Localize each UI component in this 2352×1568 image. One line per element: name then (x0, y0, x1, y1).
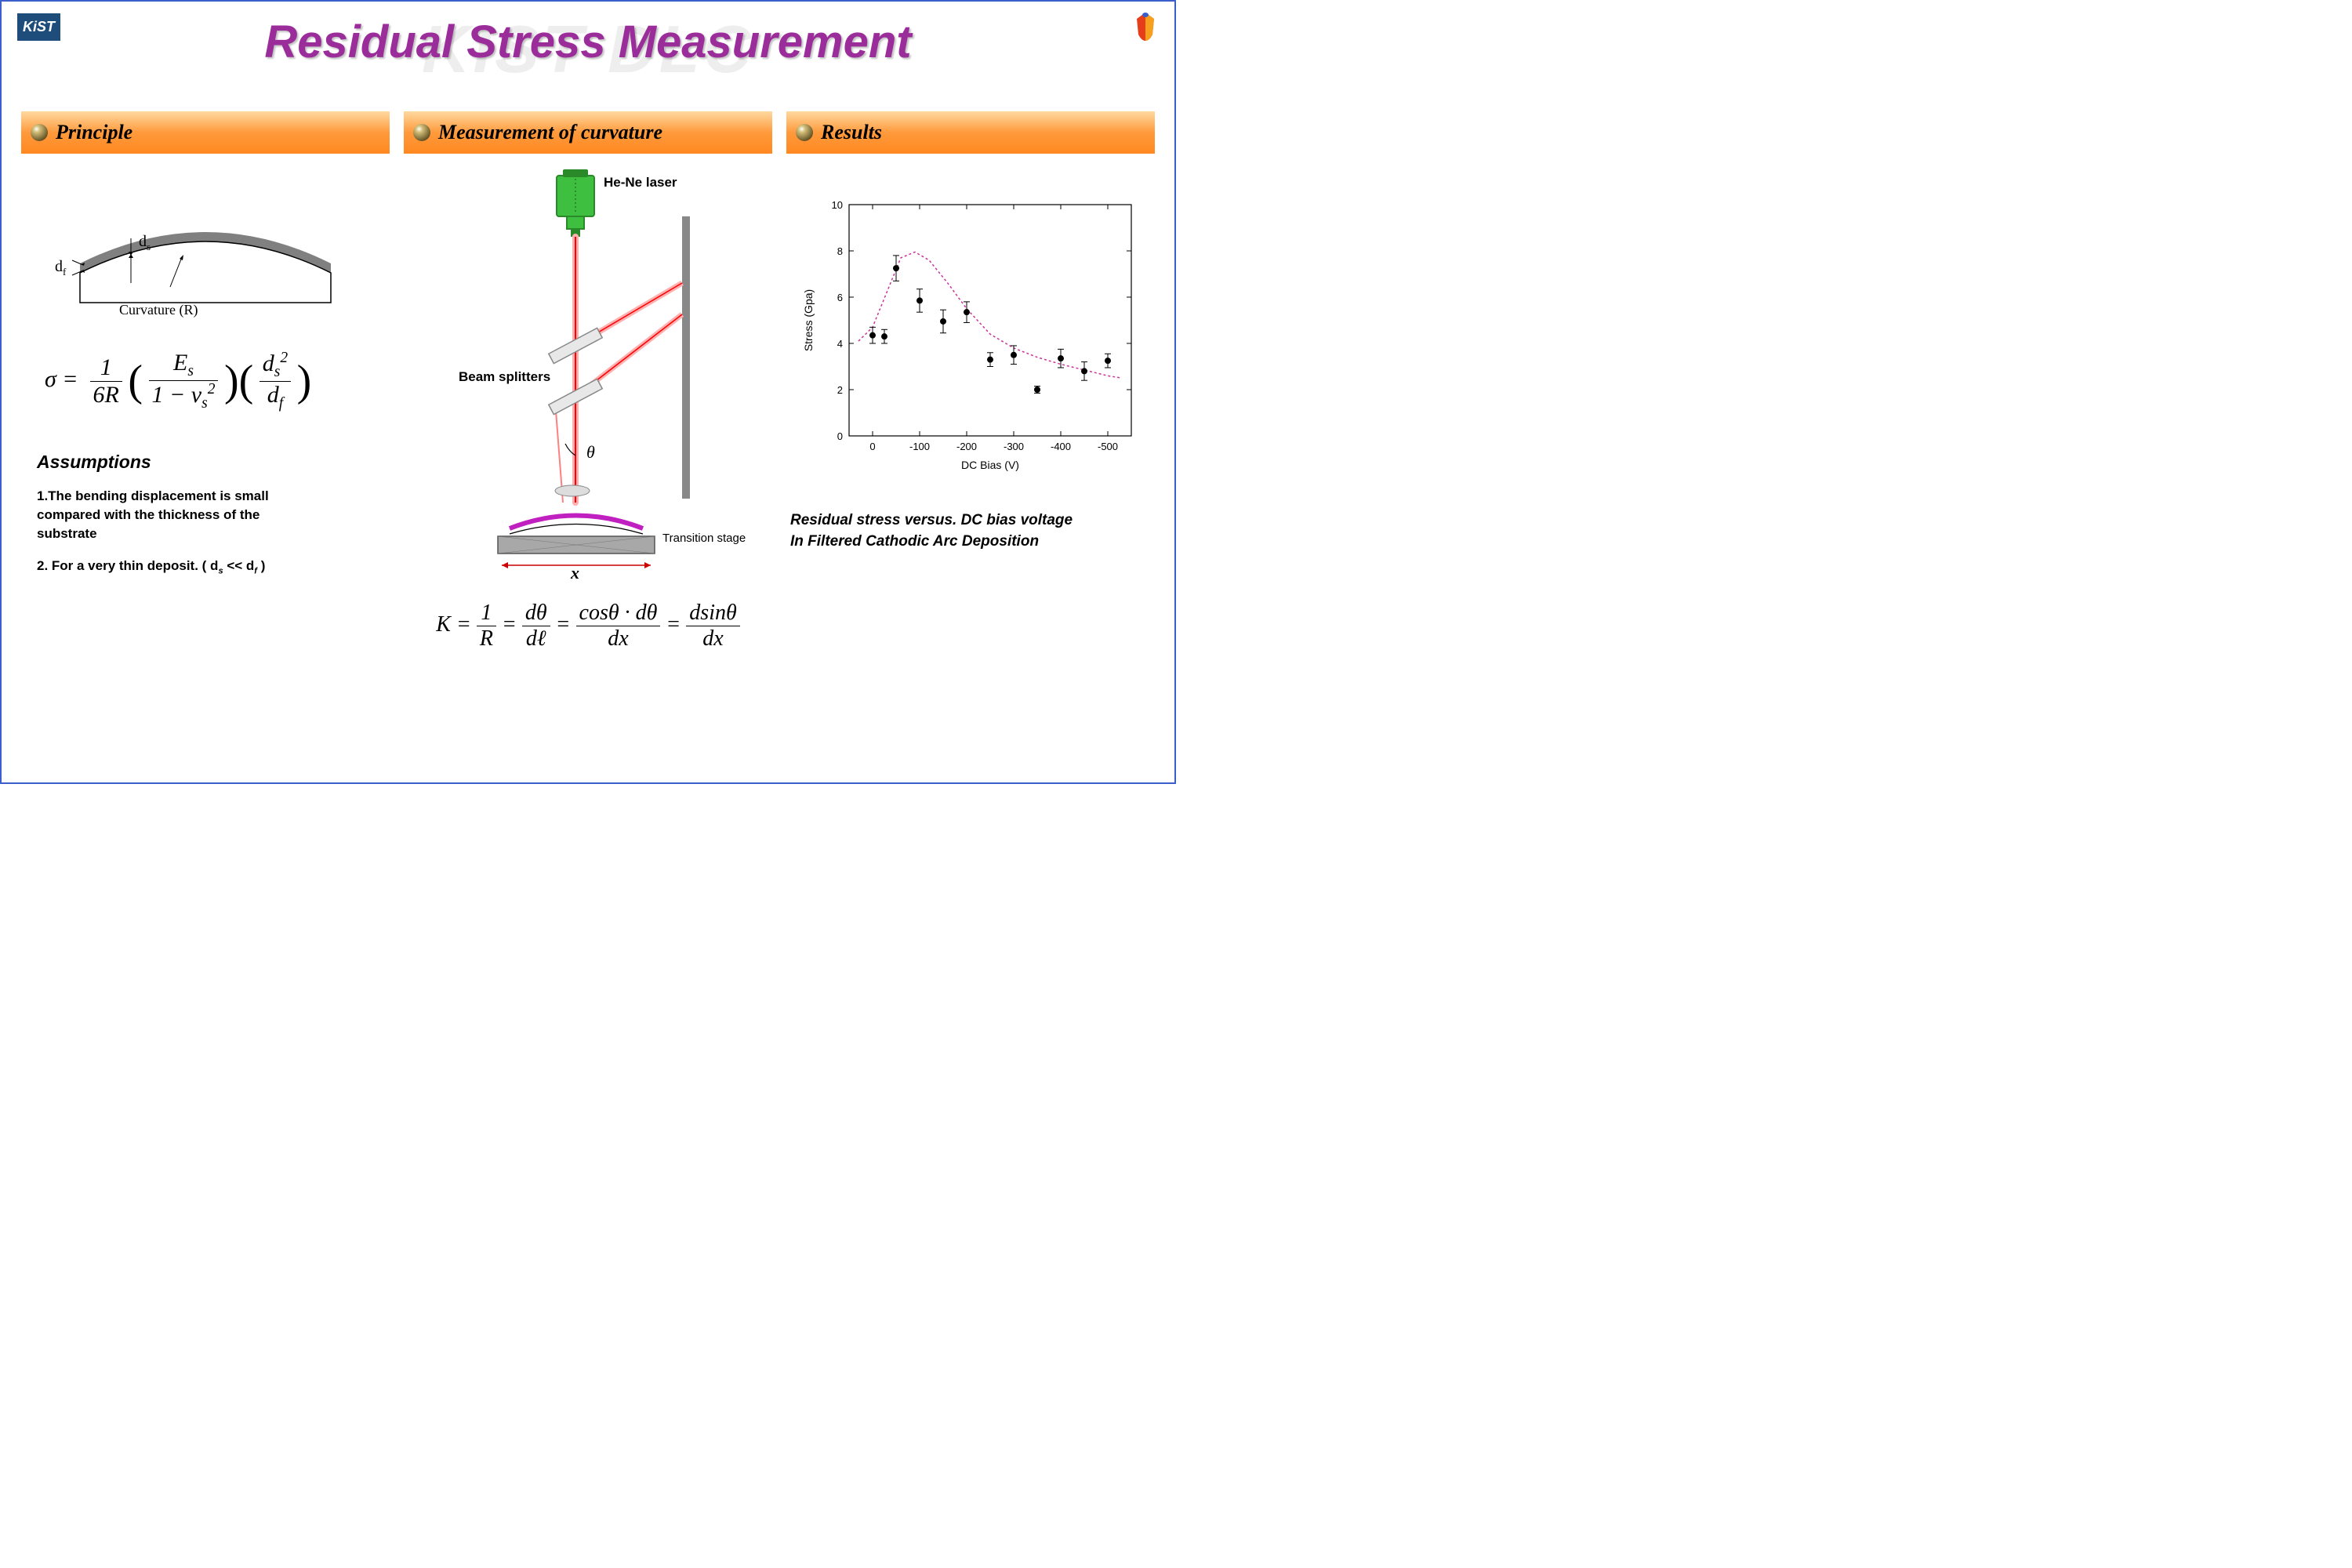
assumptions-title: Assumptions (37, 452, 382, 473)
curvature-schematic: df ds Curvature (R) (29, 209, 382, 318)
svg-text:-200: -200 (956, 441, 977, 452)
svg-text:Transition stage: Transition stage (662, 532, 746, 545)
measurement-column: Measurement of curvature He-Ne laser (404, 111, 772, 652)
svg-text:6: 6 (837, 292, 843, 303)
svg-text:0: 0 (837, 430, 843, 442)
stoney-equation: σ = 1 6R ( Es 1 − νs2 )( ds2 df ) (29, 350, 382, 412)
svg-text:10: 10 (832, 199, 843, 211)
svg-text:ds: ds (139, 233, 151, 252)
bullet-icon (796, 124, 813, 141)
measurement-label: Measurement of curvature (438, 121, 662, 144)
curvature-equation: K = 1R = dθdℓ = cosθ · dθdx = dsinθdx (404, 601, 772, 652)
svg-text:He-Ne laser: He-Ne laser (604, 175, 677, 190)
slide-title: Residual Stress Measurement (2, 16, 1174, 68)
measurement-header: Measurement of curvature (404, 111, 772, 154)
results-column: Results 0 2 4 6 8 10 0 -100 -200 -300 -400 -500 DC B… (786, 111, 1155, 652)
stress-vs-bias-chart: 0 2 4 6 8 10 0 -100 -200 -300 -400 -500 DC Bias (V) S… (790, 193, 1151, 475)
svg-text:0: 0 (869, 441, 875, 452)
assumption-1: 1.The bending displacement is small comp… (37, 487, 311, 543)
svg-text:-100: -100 (909, 441, 930, 452)
bullet-icon (413, 124, 430, 141)
bullet-icon (31, 124, 48, 141)
svg-text:-500: -500 (1098, 441, 1118, 452)
svg-text:df: df (55, 258, 67, 278)
results-header: Results (786, 111, 1155, 154)
svg-text:2: 2 (837, 384, 843, 396)
svg-text:8: 8 (837, 245, 843, 257)
svg-text:x: x (570, 563, 579, 583)
principle-header: Principle (21, 111, 390, 154)
svg-text:DC Bias (V): DC Bias (V) (961, 459, 1019, 471)
assumptions-block: Assumptions 1.The bending displacement i… (29, 452, 382, 578)
svg-text:Stress (Gpa): Stress (Gpa) (802, 289, 815, 351)
chart-caption: Residual stress versus. DC bias voltage … (790, 510, 1151, 552)
svg-text:-300: -300 (1004, 441, 1024, 452)
svg-text:4: 4 (837, 338, 843, 350)
svg-text:θ: θ (586, 442, 595, 462)
slide-title-area: KIST DLC Residual Stress Measurement (2, 16, 1174, 68)
results-label: Results (821, 121, 882, 144)
principle-label: Principle (56, 121, 132, 144)
svg-text:Curvature (R): Curvature (R) (119, 302, 198, 318)
assumption-2: 2. For a very thin deposit. ( ds << df ) (37, 557, 311, 578)
principle-column: Principle df ds (21, 111, 390, 652)
svg-text:Beam splitters: Beam splitters (459, 369, 550, 384)
optical-setup-diagram: He-Ne laser Beam splitters θ (404, 162, 772, 585)
svg-text:-400: -400 (1051, 441, 1071, 452)
